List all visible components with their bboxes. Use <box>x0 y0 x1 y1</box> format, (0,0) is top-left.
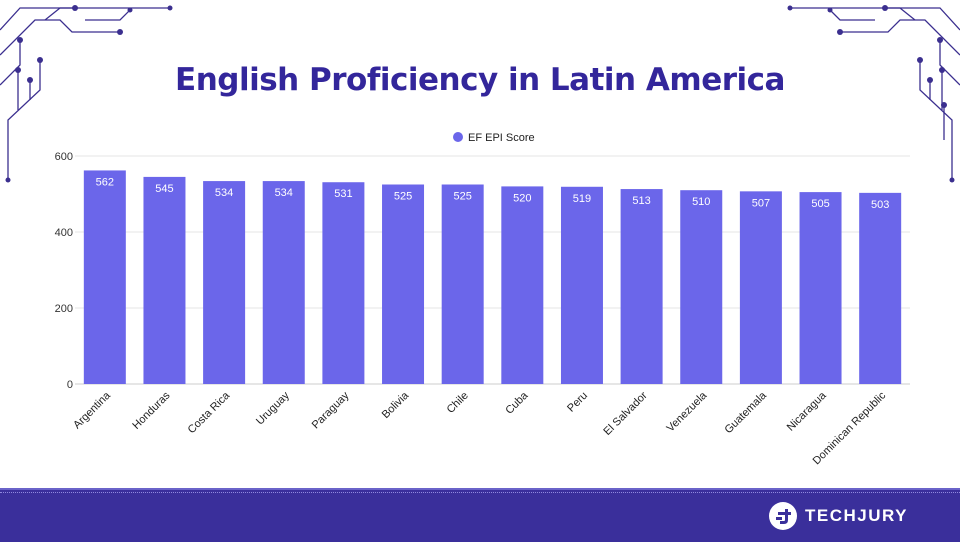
bar-value-label: 534 <box>215 187 233 199</box>
bar <box>501 186 544 384</box>
footer-bar: TECHJURY <box>0 488 960 542</box>
x-tick-label: Paraguay <box>310 389 352 431</box>
bar-value-label: 519 <box>573 193 591 205</box>
x-tick-label: Argentina <box>71 389 113 431</box>
bar-value-label: 520 <box>513 192 531 204</box>
x-tick-label: Venezuela <box>665 389 710 434</box>
y-tick-label: 200 <box>55 303 73 315</box>
x-tick-label: Bolivia <box>380 389 412 421</box>
techjury-logo-icon <box>769 502 797 530</box>
bar <box>799 192 842 384</box>
bar-value-label: 531 <box>334 188 352 200</box>
bar <box>322 182 365 384</box>
x-tick-label: Chile <box>445 390 471 416</box>
chart-title: English Proficiency in Latin America <box>175 62 785 98</box>
bar-value-label: 562 <box>96 176 114 188</box>
x-tick-label: Uruguay <box>254 389 292 427</box>
legend-label: EF EPI Score <box>468 132 535 144</box>
x-tick-label: Peru <box>565 390 590 415</box>
x-tick-label: Costa Rica <box>186 389 233 436</box>
bar-value-label: 510 <box>692 196 710 208</box>
bar <box>680 190 723 384</box>
x-tick-label: Nicaragua <box>785 389 830 434</box>
x-tick-label: Cuba <box>503 389 531 417</box>
bar <box>143 176 186 384</box>
bar-value-label: 545 <box>155 183 173 195</box>
legend-swatch <box>453 132 463 142</box>
bar <box>560 186 603 384</box>
bar <box>739 191 782 384</box>
bar <box>83 170 126 384</box>
bar-value-label: 513 <box>632 195 650 207</box>
bar <box>382 184 425 384</box>
y-tick-label: 600 <box>55 151 73 163</box>
bar <box>441 184 484 384</box>
bar-value-label: 503 <box>871 199 889 211</box>
bar <box>859 192 902 384</box>
y-tick-label: 0 <box>67 379 73 391</box>
bar-value-label: 525 <box>453 191 471 203</box>
y-tick-label: 400 <box>55 227 73 239</box>
bar-value-label: 505 <box>811 198 829 210</box>
bar-value-label: 525 <box>394 191 412 203</box>
x-tick-label: El Salvador <box>601 389 649 437</box>
brand-name: TECHJURY <box>805 506 908 525</box>
x-tick-label: Guatemala <box>722 389 769 436</box>
bar <box>620 189 663 384</box>
bar <box>262 181 305 384</box>
bar-value-label: 507 <box>752 197 770 209</box>
legend: EF EPI Score <box>453 132 535 144</box>
bar-value-label: 534 <box>275 187 293 199</box>
bar-chart: EF EPI Score 0 200 400 600 562 545 534 534 531 5… <box>55 132 910 467</box>
x-tick-label: Honduras <box>130 389 173 432</box>
brand-logo[interactable]: TECHJURY <box>769 502 908 530</box>
bar <box>203 181 246 384</box>
